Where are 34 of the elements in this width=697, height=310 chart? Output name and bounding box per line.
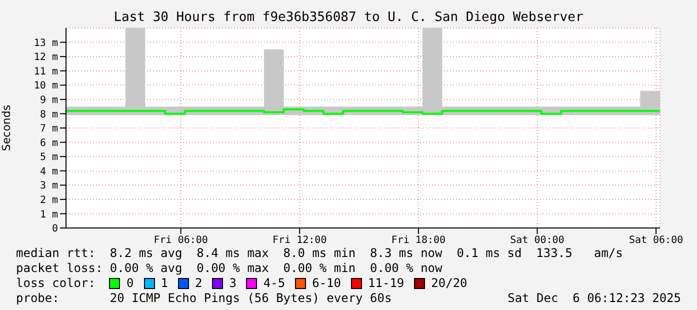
y-tick-label: 9 m bbox=[40, 94, 58, 106]
x-tick-label: Fri 18:00 bbox=[391, 235, 446, 246]
text: packet loss: 0.00 % avg 0.00 % max 0.00 % min 0.00 % now bbox=[16, 261, 444, 276]
text: probe: 20 ICMP Echo Pings (56 Bytes) every 60s bbox=[16, 291, 392, 306]
text: 0 bbox=[126, 276, 134, 291]
y-tick-label: 5 m bbox=[40, 152, 58, 164]
y-tick-label: 2 m bbox=[40, 194, 58, 206]
y-tick-label: 13 m bbox=[34, 38, 58, 49]
text: median rtt: 8.2 ms avg 8.4 ms max 8.0 ms min 8.3 ms now 0.1 ms sd 133.5 am/s bbox=[16, 246, 624, 261]
y-tick-label: 7 m bbox=[40, 124, 58, 135]
text: 3 bbox=[229, 276, 236, 291]
y-tick-label: 0 bbox=[52, 224, 58, 235]
x-tick-label: Fri 06:00 bbox=[154, 235, 208, 246]
y-tick-label: 6 m bbox=[40, 138, 58, 149]
text: 4-5 bbox=[263, 276, 286, 291]
y-tick-label: 12 m bbox=[34, 52, 58, 64]
text: 1 bbox=[160, 276, 168, 291]
text: 11-19 bbox=[368, 276, 404, 291]
x-tick-label: Fri 12:00 bbox=[272, 235, 327, 246]
y-axis-title: Seconds bbox=[0, 104, 13, 152]
text: 20/20 bbox=[431, 276, 468, 291]
chart-title: Last 30 Hours from f9e36b356087 to U. C. San Diego Webserver bbox=[112, 10, 584, 25]
x-tick-label: Sat 00:00 bbox=[510, 235, 564, 246]
x-tick-label: Sat 06:00 bbox=[628, 235, 684, 246]
y-tick-label: 11 m bbox=[34, 66, 58, 78]
y-tick-label: 4 m bbox=[40, 166, 58, 178]
text: 2 bbox=[194, 276, 202, 291]
text: 6-10 bbox=[312, 276, 342, 291]
y-tick-label: 10 m bbox=[34, 80, 58, 92]
text: loss color: bbox=[16, 276, 96, 291]
y-tick-label: 8 m bbox=[40, 109, 58, 120]
y-tick-label: 3 m bbox=[40, 180, 58, 192]
text: Sat Dec 6 06:12:23 2025 bbox=[508, 291, 681, 306]
y-tick-label: 1 m bbox=[40, 209, 58, 220]
